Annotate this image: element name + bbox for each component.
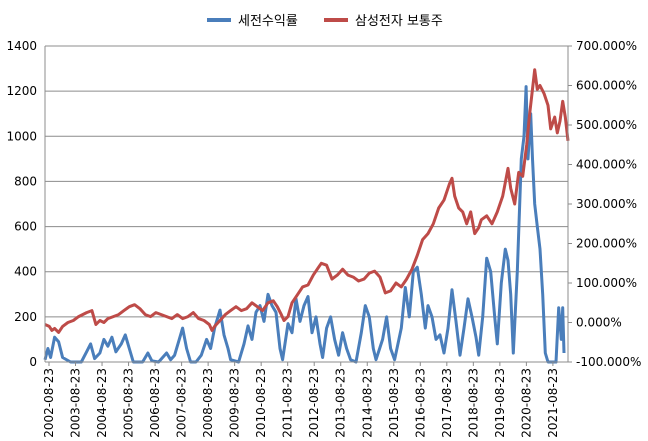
axes: 0 200 400 600 800 1000 1200 1400 -100.000% 0.000%… (6, 39, 641, 438)
x-tick-9: 2011-08-23 (281, 368, 295, 438)
gridlines (45, 45, 568, 363)
series-line-0 (43, 85, 566, 364)
x-tick-6: 2008-08-23 (201, 368, 215, 438)
y-right-tick-6: 500.000% (576, 118, 637, 132)
legend-label-1: 삼성전자 보통주 (355, 14, 443, 29)
y-right-tick-1: 0.000% (576, 316, 622, 330)
y-left-tick-5: 1000 (6, 129, 37, 143)
y-right-tick-2: 100.000% (576, 276, 637, 290)
x-tick-19: 2021-08-23 (546, 368, 560, 438)
y-left-tick-7: 1400 (6, 39, 37, 53)
y-right-tick-7: 600.000% (576, 79, 637, 93)
y-left-tick-0: 0 (29, 355, 37, 369)
x-tick-1: 2003-08-23 (69, 368, 83, 438)
x-tick-7: 2009-08-23 (228, 368, 242, 438)
x-tick-2: 2004-08-23 (95, 368, 109, 438)
x-tick-8: 2010-08-23 (254, 368, 268, 438)
y-right-tick-0: -100.000% (576, 355, 641, 369)
y-right-tick-4: 300.000% (576, 197, 637, 211)
y-right-tick-8: 700.000% (576, 39, 637, 53)
x-tick-10: 2012-08-23 (307, 368, 321, 438)
y-left-tick-2: 400 (14, 265, 37, 279)
x-tick-16: 2018-08-23 (466, 368, 480, 438)
x-tick-15: 2017-08-23 (440, 368, 454, 438)
y-right-tick-3: 200.000% (576, 237, 637, 251)
x-tick-3: 2005-08-23 (122, 368, 136, 438)
y-left-tick-6: 1200 (6, 84, 37, 98)
y-left-tick-3: 600 (14, 220, 37, 234)
y-left-tick-4: 800 (14, 174, 37, 188)
legend: 세전수익률 삼성전자 보통주 (207, 14, 443, 29)
series-layer (43, 68, 570, 364)
y-left-tick-1: 200 (14, 310, 37, 324)
x-tick-0: 2002-08-23 (42, 368, 56, 438)
series-line-1 (44, 68, 570, 334)
x-tick-5: 2007-08-23 (175, 368, 189, 438)
x-tick-4: 2006-08-23 (148, 368, 162, 438)
x-tick-14: 2016-08-23 (413, 368, 427, 438)
x-tick-18: 2020-08-23 (519, 368, 533, 438)
x-tick-11: 2013-08-23 (334, 368, 348, 438)
y-right-tick-5: 400.000% (576, 158, 637, 172)
legend-label-0: 세전수익률 (238, 14, 298, 29)
x-tick-13: 2015-08-23 (387, 368, 401, 438)
x-tick-17: 2019-08-23 (493, 368, 507, 438)
x-tick-12: 2014-08-23 (360, 368, 374, 438)
